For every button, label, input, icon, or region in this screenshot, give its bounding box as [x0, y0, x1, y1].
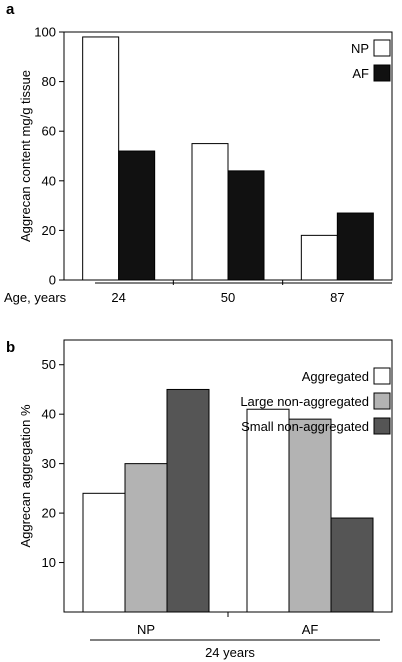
- bar-b-large-non-aggregated-af: [288, 418, 332, 613]
- bar-a-af-24: [118, 150, 156, 281]
- panel-label-a: a: [6, 1, 15, 18]
- y-tick-label: 20: [42, 506, 56, 521]
- bar-b-aggregated-np: [82, 492, 126, 613]
- legend-swatch: [373, 39, 391, 57]
- bar-a-np-24: [82, 36, 120, 281]
- y-tick-label: 80: [42, 74, 56, 89]
- x-axis-label: Age, years: [4, 290, 67, 305]
- x-tick-label: AF: [302, 622, 319, 637]
- legend-label: AF: [352, 66, 369, 81]
- legend-label: Small non-aggregated: [241, 419, 369, 434]
- y-tick-label: 30: [42, 456, 56, 471]
- x-tick-label: 24: [111, 290, 125, 305]
- y-tick-label: 20: [42, 223, 56, 238]
- bar-b-large-non-aggregated-np: [124, 463, 168, 613]
- y-tick-label: 10: [42, 555, 56, 570]
- y-tick-label: 100: [34, 25, 56, 40]
- bar-b-aggregated-af: [246, 408, 290, 613]
- x-axis-label: 24 years: [205, 645, 255, 660]
- x-tick-label: NP: [137, 622, 155, 637]
- bar-a-af-87: [336, 212, 374, 281]
- legend-label: Large non-aggregated: [240, 394, 369, 409]
- y-tick-label: 50: [42, 357, 56, 372]
- bar-b-small-non-aggregated-np: [166, 388, 210, 613]
- y-tick-label: 0: [49, 273, 56, 288]
- bar-a-np-50: [191, 143, 229, 281]
- legend-swatch: [373, 64, 391, 82]
- bar-a-np-87: [300, 234, 338, 281]
- bar-a-af-50: [227, 170, 265, 281]
- x-tick-label: 87: [330, 290, 344, 305]
- y-axis-label: Aggrecan content mg/g tissue: [18, 70, 33, 242]
- bar-b-small-non-aggregated-af: [330, 517, 374, 613]
- y-axis-label: Aggrecan aggregation %: [18, 404, 33, 548]
- legend-swatch: [373, 392, 391, 410]
- legend-label: NP: [351, 41, 369, 56]
- y-tick-label: 60: [42, 124, 56, 139]
- y-tick-label: 40: [42, 173, 56, 188]
- x-tick-label: 50: [221, 290, 235, 305]
- panel-label-b: b: [6, 339, 15, 356]
- legend-label: Aggregated: [302, 369, 369, 384]
- legend-swatch: [373, 417, 391, 435]
- y-tick-label: 40: [42, 407, 56, 422]
- legend-swatch: [373, 367, 391, 385]
